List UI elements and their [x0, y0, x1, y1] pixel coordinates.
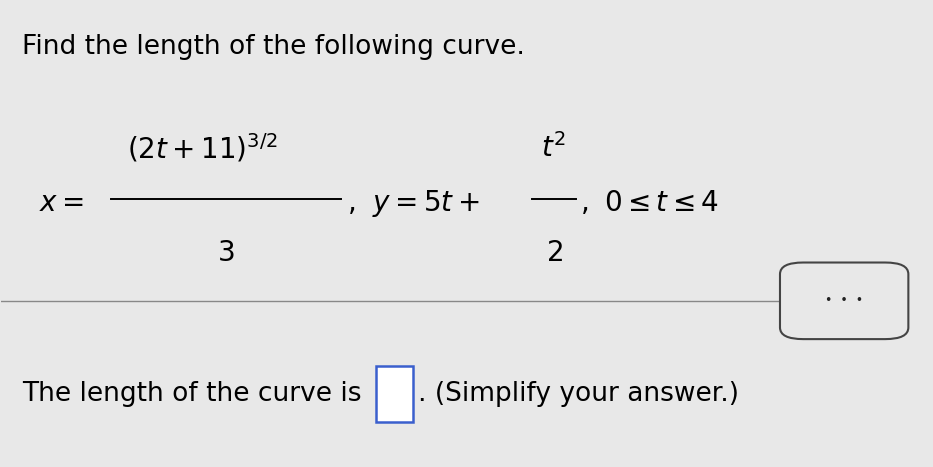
Text: $,$: $,$ — [347, 189, 355, 217]
FancyBboxPatch shape — [376, 366, 413, 422]
FancyBboxPatch shape — [780, 262, 909, 339]
Text: $,$: $,$ — [580, 189, 588, 217]
Text: $x =$: $x =$ — [38, 189, 84, 217]
Text: $t^2$: $t^2$ — [541, 133, 566, 163]
Text: The length of the curve is: The length of the curve is — [21, 381, 361, 407]
Text: $3$: $3$ — [217, 239, 235, 267]
Text: $0 \leq t \leq 4$: $0 \leq t \leq 4$ — [605, 189, 719, 217]
Text: Find the length of the following curve.: Find the length of the following curve. — [21, 34, 524, 60]
Text: $2$: $2$ — [546, 239, 563, 267]
Text: •  •  •: • • • — [825, 294, 863, 307]
Text: $y = 5t +$: $y = 5t +$ — [371, 188, 480, 219]
Text: $(2t + 11)^{3/2}$: $(2t + 11)^{3/2}$ — [127, 131, 277, 164]
Text: . (Simplify your answer.): . (Simplify your answer.) — [418, 381, 739, 407]
